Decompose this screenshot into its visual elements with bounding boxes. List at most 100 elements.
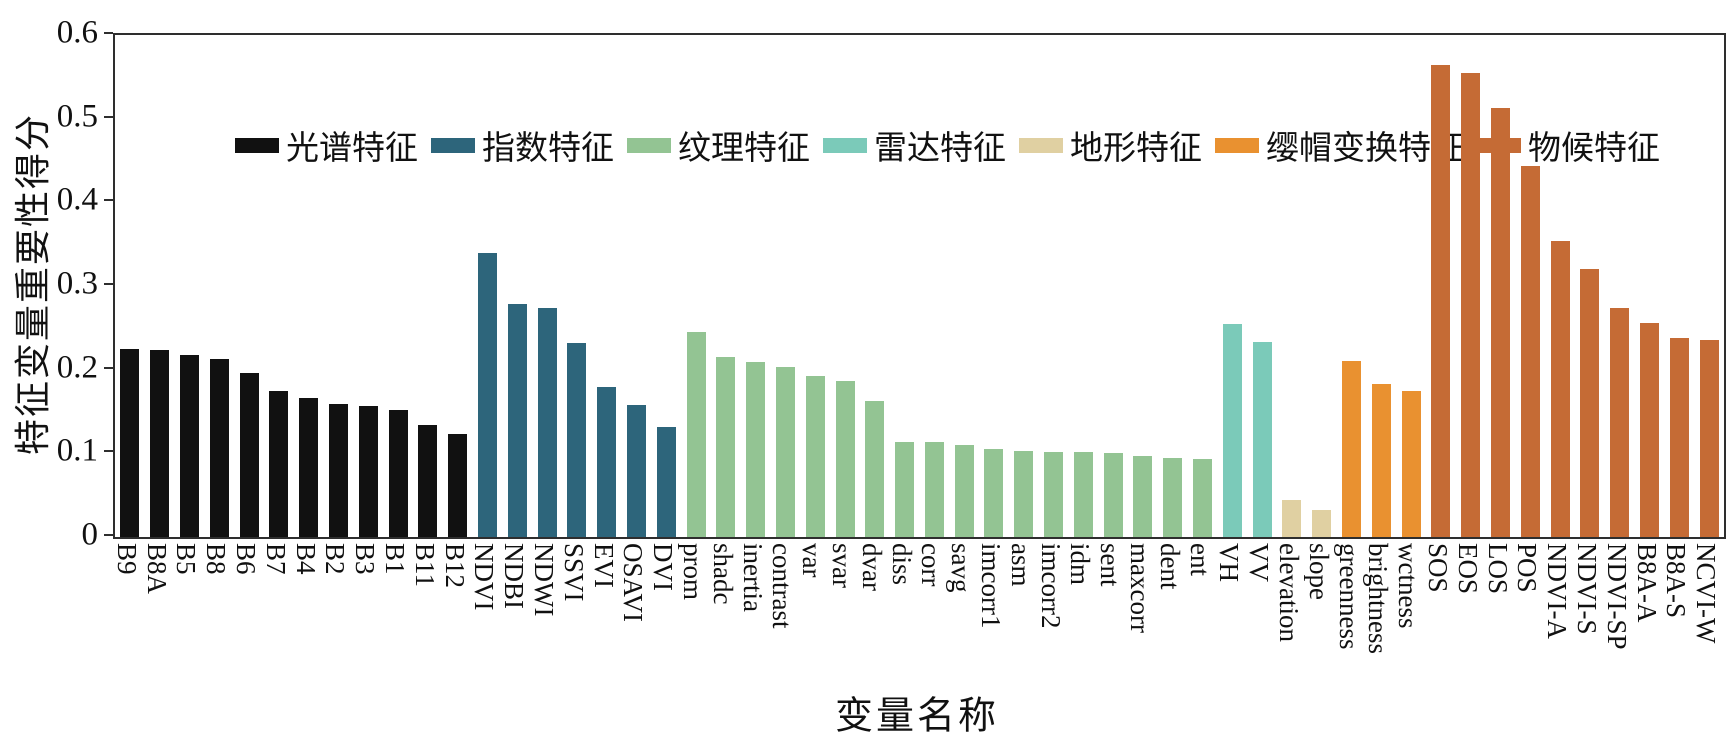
x-tick-label-VV: VV <box>1244 543 1275 582</box>
bar-B12 <box>448 434 468 537</box>
legend-label: 物候特征 <box>1528 131 1660 167</box>
bar-B1 <box>388 410 408 537</box>
bar-shadc <box>716 357 736 537</box>
x-tick-label-OSAVI: OSAVI <box>618 543 649 623</box>
bar-SSVI <box>567 343 587 537</box>
bar-NDBI <box>507 304 527 537</box>
legend-item-指数特征: 指数特征 <box>431 121 614 169</box>
y-tick-label-0.3: 0.3 <box>56 265 98 302</box>
bar-NDVI-S <box>1580 269 1600 537</box>
legend-label: 光谱特征 <box>286 131 418 167</box>
x-tick-label-idm: idm <box>1065 543 1096 586</box>
x-tick-label-B11: B11 <box>409 543 440 588</box>
x-tick-label-SSVI: SSVI <box>558 543 589 602</box>
legend-label: 指数特征 <box>482 131 614 167</box>
x-tick-label-VH: VH <box>1214 543 1245 582</box>
x-tick-label-savg: savg <box>946 543 977 593</box>
x-tick-label-NDVI: NDVI <box>469 543 500 611</box>
x-tick-label-var: var <box>797 543 828 578</box>
bar-asm <box>1014 451 1034 537</box>
bar-B8A-S <box>1669 338 1689 537</box>
x-tick-label-B5: B5 <box>171 543 202 575</box>
bar-greenness <box>1342 361 1362 537</box>
legend-swatch <box>823 137 867 153</box>
legend-label: 纹理特征 <box>678 131 810 167</box>
y-tick-mark <box>104 283 113 285</box>
x-tick-label-diss: diss <box>886 543 917 586</box>
legend-label: 地形特征 <box>1070 131 1202 167</box>
bar-NCVI-W <box>1699 340 1719 537</box>
x-tick-label-dent: dent <box>1154 543 1185 590</box>
bar-diss <box>895 442 915 537</box>
plot-area: 光谱特征 指数特征 纹理特征 雷达特征 地形特征 缨帽变换特征 物候特征 <box>113 33 1726 539</box>
bar-B6 <box>239 373 259 537</box>
legend-swatch <box>1215 137 1259 153</box>
legend-swatch <box>627 137 671 153</box>
legend-label: 雷达特征 <box>874 131 1006 167</box>
legend-item-纹理特征: 纹理特征 <box>627 121 810 169</box>
x-tick-label-sent: sent <box>1095 543 1126 587</box>
x-tick-label-EOS: EOS <box>1452 543 1483 595</box>
x-tick-label-B9: B9 <box>111 543 142 575</box>
legend-swatch <box>235 137 279 153</box>
legend-item-缨帽变换特征: 缨帽变换特征 <box>1215 121 1464 169</box>
bar-LOS <box>1491 108 1511 537</box>
bar-B8 <box>209 359 229 537</box>
y-tick-label-0.6: 0.6 <box>56 14 98 51</box>
x-tick-label-B8: B8 <box>201 543 232 575</box>
bar-NDVI-A <box>1550 241 1570 537</box>
x-tick-label-DVI: DVI <box>648 543 679 591</box>
y-tick-label-0.1: 0.1 <box>56 432 98 469</box>
bar-savg <box>954 445 974 537</box>
bar-inertia <box>746 362 766 537</box>
bar-NDVI <box>477 253 497 537</box>
y-tick-mark <box>104 115 113 118</box>
bar-imcorr1 <box>984 449 1004 537</box>
bar-B7 <box>269 391 289 537</box>
bar-prom <box>686 332 706 537</box>
bar-B8A-A <box>1640 323 1659 537</box>
x-tick-label-ent: ent <box>1184 543 1215 576</box>
x-tick-label-EVI: EVI <box>588 543 619 588</box>
y-tick-label-0.4: 0.4 <box>56 181 98 218</box>
x-tick-label-B6: B6 <box>231 543 262 575</box>
x-tick-label-B4: B4 <box>290 543 321 575</box>
x-tick-label-NDVI-A: NDVI-A <box>1542 543 1573 639</box>
x-tick-label-slope: slope <box>1303 543 1334 600</box>
x-tick-label-shadc: shadc <box>707 543 738 605</box>
x-tick-label-contrast: contrast <box>767 543 798 629</box>
bar-slope <box>1312 510 1332 537</box>
y-tick-mark <box>104 199 113 202</box>
legend-label: 缨帽变换特征 <box>1266 131 1464 167</box>
x-tick-label-B2: B2 <box>320 543 351 575</box>
bar-B9 <box>120 349 140 537</box>
legend-item-地形特征: 地形特征 <box>1019 121 1202 169</box>
x-tick-label-B1: B1 <box>380 543 411 575</box>
y-tick-label-0: 0 <box>81 516 99 553</box>
bar-corr <box>924 442 944 537</box>
x-tick-label-elevation: elevation <box>1273 543 1304 642</box>
bar-B3 <box>358 406 378 537</box>
x-tick-label-NDVI-SP: NDVI-SP <box>1601 543 1632 650</box>
x-tick-label-dvar: dvar <box>856 543 887 591</box>
x-tick-label-imcorr1: imcorr1 <box>975 543 1006 629</box>
bar-VH <box>1222 324 1242 537</box>
x-axis-title: 变量名称 <box>834 695 1000 738</box>
x-tick-label-NDBI: NDBI <box>499 543 530 609</box>
bar-VV <box>1252 342 1272 537</box>
legend-swatch <box>431 137 475 153</box>
bar-maxcorr <box>1133 456 1153 537</box>
bar-var <box>805 376 825 537</box>
bar-idm <box>1073 452 1093 537</box>
x-tick-label-B8A-A: B8A-A <box>1631 543 1662 623</box>
x-tick-label-svar: svar <box>827 543 857 588</box>
bar-imcorr2 <box>1044 452 1064 537</box>
bar-B4 <box>299 398 319 537</box>
bar-svar <box>835 381 855 537</box>
bar-NDVI-SP <box>1610 308 1630 537</box>
bar-B11 <box>418 425 438 537</box>
bar-EVI <box>597 387 617 537</box>
x-tick-label-asm: asm <box>1005 543 1036 587</box>
x-tick-label-B7: B7 <box>260 543 291 575</box>
